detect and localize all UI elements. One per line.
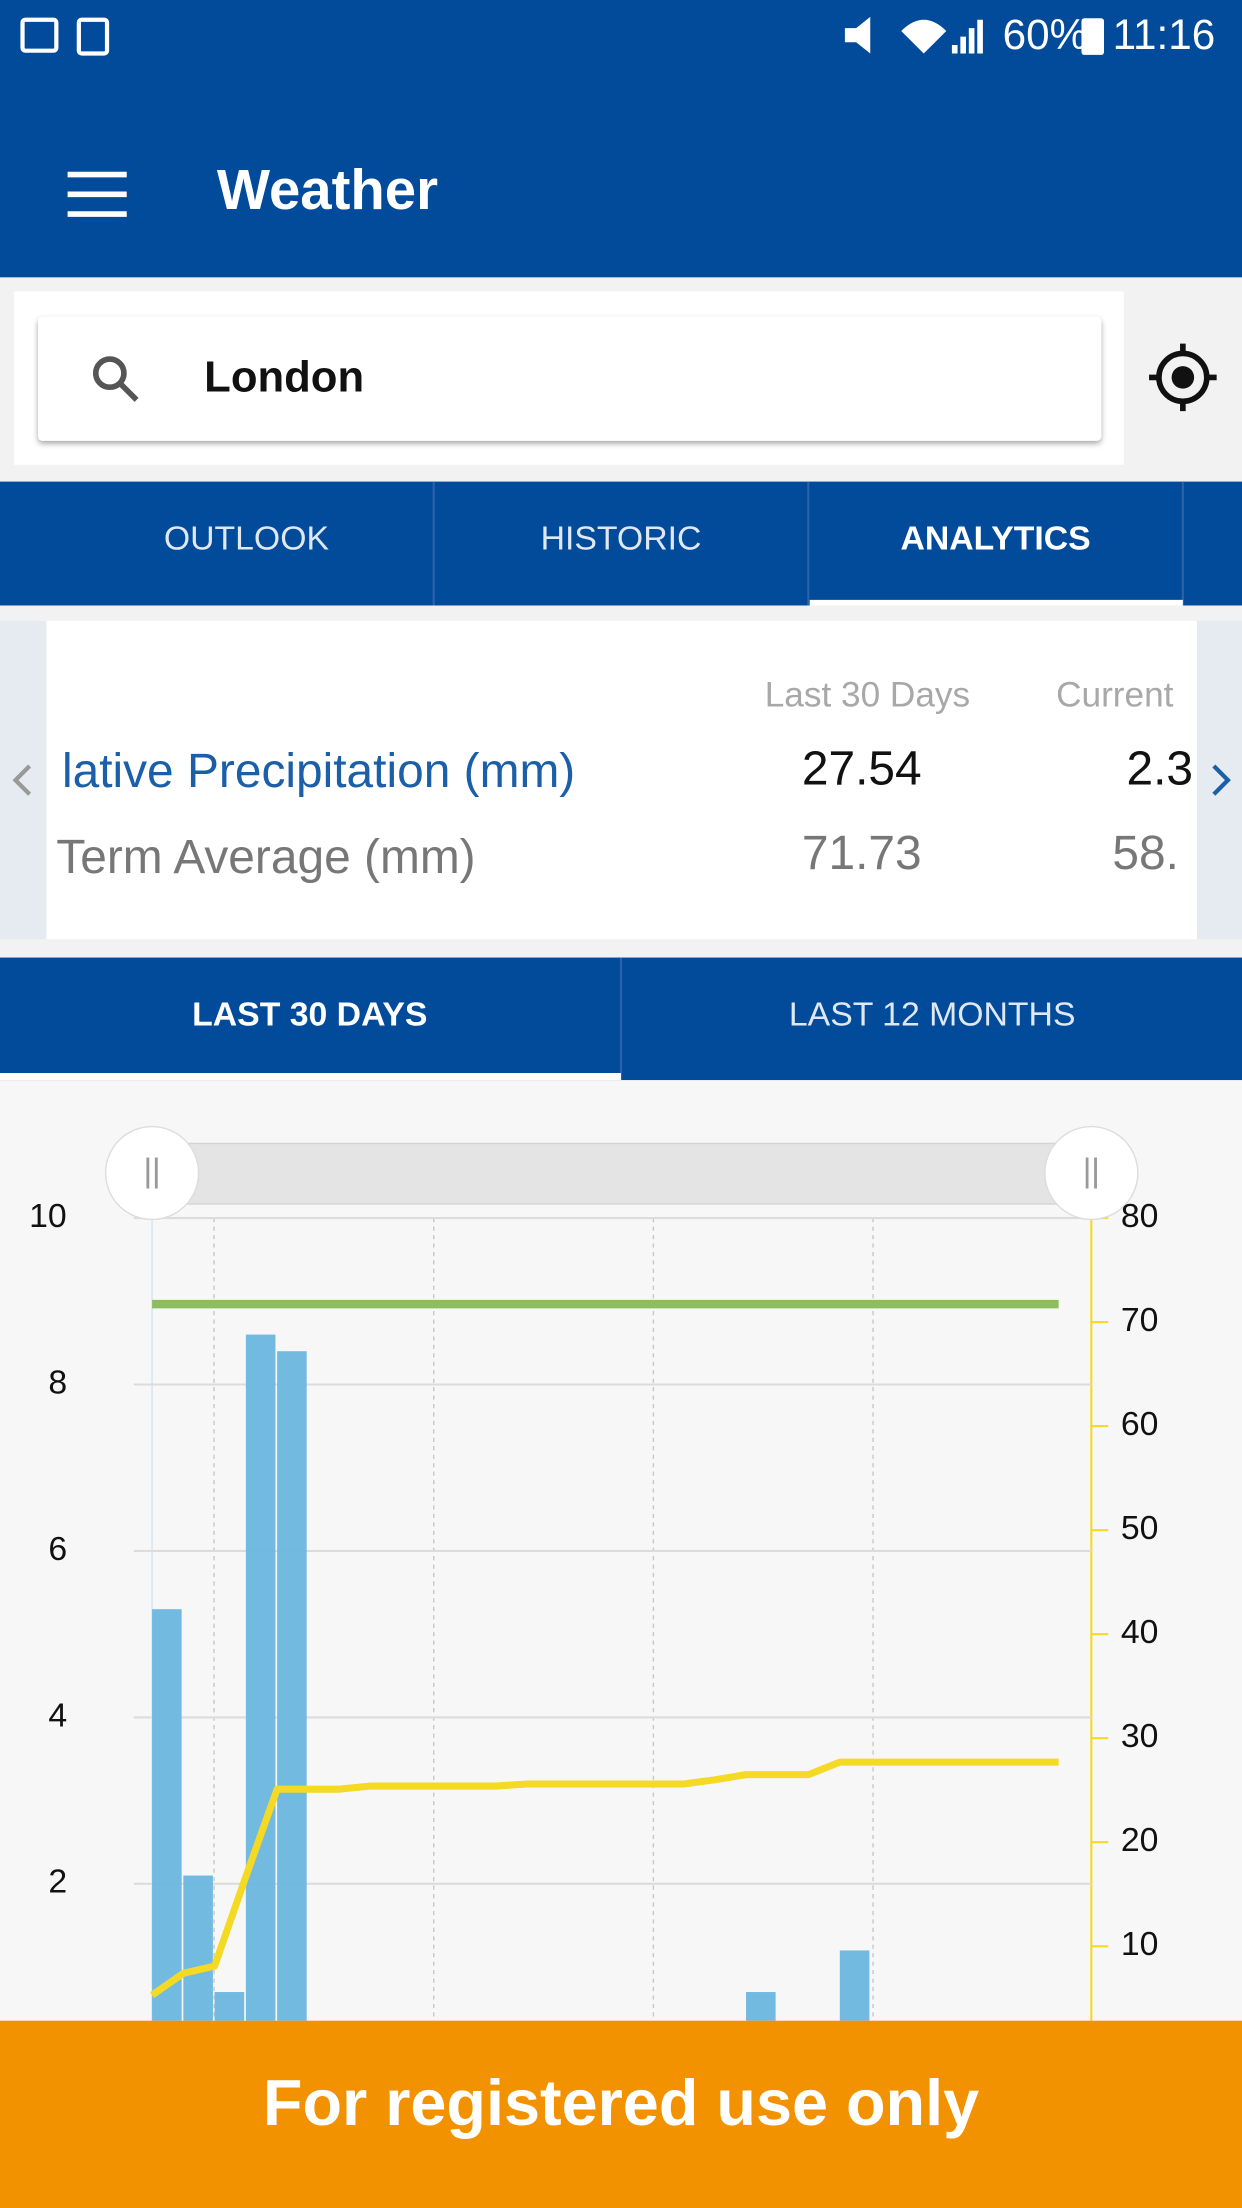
next-button[interactable] — [1196, 621, 1242, 940]
tab[interactable]: HISTORIC — [541, 520, 702, 558]
bar — [183, 1875, 213, 2021]
row-value: 27.54 — [802, 742, 922, 795]
bar — [277, 1351, 307, 2021]
bar — [839, 1950, 870, 2021]
tab-active[interactable]: ANALYTICS — [900, 520, 1090, 558]
y-tick-label: 8 — [48, 1363, 67, 1401]
y2-tick-label: 40 — [1121, 1613, 1159, 1651]
tab-indicator — [809, 599, 1183, 606]
cumulative-line — [150, 1758, 1059, 1999]
slider-handle[interactable] — [1044, 1125, 1139, 1221]
bar — [214, 1992, 245, 2021]
row-value: 58. — [1112, 827, 1179, 880]
app-header — [0, 0, 1242, 278]
y2-tick-label: 30 — [1121, 1717, 1159, 1755]
column-header: Current — [1056, 675, 1174, 714]
prev-button[interactable] — [0, 621, 47, 940]
bar — [152, 1609, 182, 2021]
y2-tick-label: 60 — [1121, 1405, 1159, 1443]
y2-tick-label: 10 — [1121, 1925, 1159, 1963]
summary-panel — [46, 621, 1197, 940]
search-box[interactable] — [38, 316, 1102, 441]
banner-text: For registered use only — [263, 2066, 979, 2139]
y-tick-label: 2 — [48, 1863, 67, 1901]
search-icon — [92, 356, 139, 402]
bar — [746, 1992, 776, 2021]
tab[interactable]: OUTLOOK — [164, 520, 330, 558]
vertical-grid — [213, 1218, 874, 2021]
plot — [133, 1217, 1109, 2021]
y2-tick-label: 20 — [1121, 1821, 1159, 1859]
clock: 11:16 — [1113, 11, 1216, 58]
bar — [245, 1334, 276, 2021]
range-indicator — [0, 1073, 621, 1081]
row-value: 2.3 — [1127, 742, 1194, 795]
y2-tick-label: 70 — [1121, 1301, 1159, 1339]
y2-tick-label: 80 — [1121, 1197, 1159, 1235]
next-arrow — [1212, 764, 1231, 796]
column-header: Last 30 Days — [765, 675, 970, 714]
range-tab-active[interactable]: LAST 30 DAYS — [192, 996, 427, 1034]
search-query[interactable]: London — [204, 353, 364, 402]
tab-dividers — [432, 481, 1184, 606]
slider-handle[interactable] — [104, 1125, 200, 1221]
y-tick-label: 6 — [48, 1530, 67, 1568]
range-tab[interactable]: LAST 12 MONTHS — [789, 996, 1076, 1034]
y2-tick-label: 50 — [1121, 1509, 1159, 1547]
y-tick-label: 10 — [29, 1197, 67, 1235]
status-icons — [20, 16, 1104, 56]
battery: 60% — [1003, 11, 1088, 58]
locate-button[interactable] — [1149, 343, 1217, 412]
row-label: lative Precipitation (mm) — [62, 745, 575, 798]
menu-button[interactable] — [67, 171, 127, 217]
y-tick-label: 4 — [48, 1696, 67, 1734]
tab-bar — [0, 481, 1242, 606]
banner — [0, 2020, 1242, 2208]
row-label: Term Average (mm) — [56, 831, 475, 884]
range-slider-track[interactable] — [151, 1142, 1093, 1205]
app-title: Weather — [217, 158, 438, 221]
row-value: 71.73 — [802, 827, 922, 880]
prev-arrow — [12, 764, 32, 796]
